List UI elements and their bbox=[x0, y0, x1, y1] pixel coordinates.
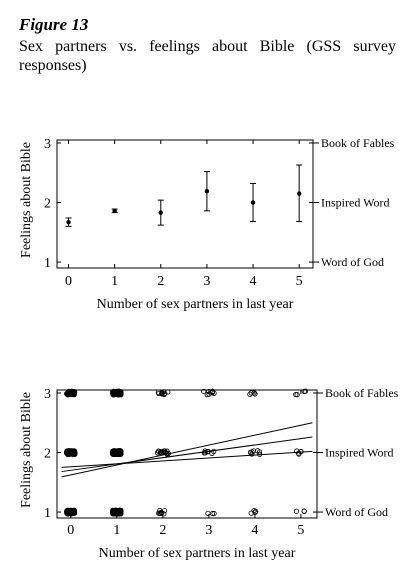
right-axis-label: Word of God bbox=[321, 255, 384, 269]
jitter-point bbox=[252, 509, 258, 515]
jitter-point bbox=[156, 390, 162, 397]
x-tick-label: 1 bbox=[113, 523, 120, 538]
x-tick-label: 0 bbox=[67, 523, 74, 538]
jitter-point bbox=[248, 510, 254, 516]
x-tick-label: 2 bbox=[157, 274, 164, 289]
jitter-point bbox=[115, 390, 121, 397]
jitter-point bbox=[301, 508, 307, 514]
jitter-point bbox=[205, 510, 211, 517]
right-axis-label: Word of God bbox=[325, 505, 388, 519]
jitter-point bbox=[71, 448, 77, 454]
jitter-point bbox=[161, 508, 168, 514]
jitter-point bbox=[116, 509, 122, 516]
x-tick-label: 4 bbox=[250, 274, 257, 289]
y-tick-label: 1 bbox=[44, 256, 51, 271]
regression-line bbox=[61, 422, 313, 478]
regression-line bbox=[61, 436, 313, 473]
x-tick-label: 0 bbox=[65, 274, 72, 289]
mean-point bbox=[250, 200, 256, 205]
mean-point bbox=[158, 210, 163, 215]
jitter-point bbox=[248, 390, 254, 396]
jitter-point bbox=[157, 510, 163, 516]
y-tick-label: 1 bbox=[44, 506, 51, 521]
jitter-point bbox=[69, 508, 75, 514]
right-axis-label: Book of Fables bbox=[325, 386, 399, 400]
jitter-point bbox=[251, 390, 257, 396]
figure-label: Figure 13 bbox=[19, 15, 89, 34]
right-axis-label: Inspired Word bbox=[325, 446, 393, 460]
right-axis-label: Book of Fables bbox=[321, 136, 395, 150]
jitter-point bbox=[68, 507, 74, 513]
mean-point bbox=[204, 189, 210, 194]
regression-line bbox=[61, 450, 313, 468]
x-axis-label: Number of sex partners in last year bbox=[99, 546, 296, 561]
jitter-point bbox=[116, 448, 122, 454]
jitter-point bbox=[252, 391, 258, 397]
x-tick-label: 1 bbox=[111, 274, 118, 289]
jitter-point bbox=[255, 448, 261, 454]
jitter-point bbox=[293, 508, 300, 514]
jitter-point bbox=[67, 451, 73, 457]
jitter-point bbox=[211, 510, 217, 517]
jitter-point bbox=[206, 391, 212, 397]
plot-frame bbox=[56, 139, 314, 269]
jitter-point bbox=[164, 448, 170, 454]
jitter-point bbox=[113, 449, 119, 456]
y-tick-label: 2 bbox=[44, 197, 51, 212]
jitter-point bbox=[247, 449, 254, 456]
y-tick-label: 3 bbox=[44, 387, 51, 402]
jitter-point bbox=[111, 508, 117, 514]
jitter-point bbox=[206, 389, 212, 395]
jitter-point bbox=[112, 390, 119, 396]
x-tick-label: 2 bbox=[159, 523, 166, 538]
jitter-point bbox=[67, 390, 73, 397]
jitter-point bbox=[165, 389, 171, 395]
x-tick-label: 3 bbox=[205, 523, 212, 538]
x-tick-label: 5 bbox=[296, 274, 303, 289]
jitter-point bbox=[202, 450, 208, 456]
x-axis-label: Number of sex partners in last year bbox=[97, 297, 294, 312]
jitter-point bbox=[210, 389, 216, 395]
jitter-point bbox=[162, 390, 168, 397]
mean-point bbox=[66, 219, 71, 225]
mean-point bbox=[296, 191, 302, 196]
jitter-point bbox=[159, 390, 165, 396]
x-tick-label: 5 bbox=[297, 523, 304, 538]
y-tick-label: 3 bbox=[44, 137, 51, 152]
mean-point bbox=[112, 208, 117, 214]
y-axis-label: Feelings about Bible bbox=[19, 392, 34, 508]
jitter-point bbox=[201, 388, 207, 394]
y-axis-label: Feelings about Bible bbox=[19, 142, 34, 258]
figure-caption: Sex partners vs. feelings about Bible (G… bbox=[19, 38, 396, 74]
jitter-point bbox=[294, 392, 300, 398]
right-axis-label: Inspired Word bbox=[321, 196, 389, 210]
y-tick-label: 2 bbox=[44, 447, 51, 462]
jitter-point bbox=[155, 448, 162, 454]
jitter-point bbox=[301, 388, 307, 395]
jitter-point bbox=[68, 449, 74, 455]
x-tick-label: 4 bbox=[251, 523, 258, 538]
plot-frame bbox=[56, 389, 318, 519]
x-tick-label: 3 bbox=[203, 274, 210, 289]
